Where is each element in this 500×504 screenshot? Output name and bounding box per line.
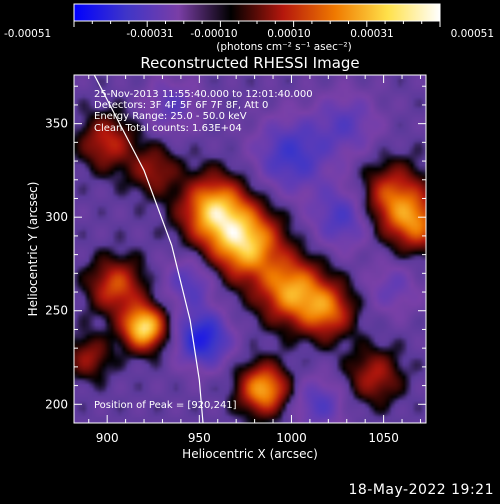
y-axis-label: Heliocentric Y (arcsec) [26, 182, 40, 317]
x-tick-label: 1000 [276, 431, 307, 445]
annotation-energy-range: Energy Range: 25.0 - 50.0 keV [94, 111, 247, 122]
annotation-detectors: Detectors: 3F 4F 5F 6F 7F 8F, Att 0 [94, 100, 268, 111]
colorbar-tick-label: -0.00031 [126, 28, 173, 40]
y-tick-label: 200 [45, 397, 68, 411]
x-tick-label: 900 [96, 431, 119, 445]
chart-title: Reconstructed RHESSI Image [140, 54, 359, 72]
x-tick-label: 1050 [368, 431, 399, 445]
x-tick-label: 950 [188, 431, 211, 445]
y-tick-label: 350 [45, 117, 68, 131]
plot-frame [73, 74, 427, 424]
colorbar-tick-label: 0.00031 [350, 28, 393, 40]
generation-date: 18-May-2022 19:21 [348, 482, 494, 498]
colorbar-tick-label: 0.00010 [267, 28, 310, 40]
colorbar-tick-label: -0.00051 [4, 28, 51, 40]
annotation-peak-position: Position of Peak = [920,241] [94, 400, 237, 411]
colorbar-tick-label: 0.00051 [451, 28, 494, 40]
colorbar: -0.00051 -0.00031 -0.00010 0.00010 0.000… [4, 3, 494, 53]
colorbar-ticks [73, 21, 441, 27]
heatmap-image [74, 75, 426, 423]
annotation-clean-counts: Clean Total counts: 1.63E+04 [94, 123, 242, 134]
colorbar-unit-label: (photons cm⁻² s⁻¹ asec⁻²) [216, 41, 351, 53]
annotation-time-range: 25-Nov-2013 11:55:40.000 to 12:01:40.000 [94, 89, 313, 100]
x-axis: 900 950 1000 1050 [88, 75, 421, 445]
y-tick-label: 250 [45, 304, 68, 318]
colorbar-tick-label: -0.00010 [190, 28, 237, 40]
solar-limb-curve [93, 75, 204, 423]
x-axis-label: Heliocentric X (arcsec) [182, 447, 318, 461]
colorbar-strip [73, 3, 441, 22]
y-axis: 200 250 300 350 [45, 85, 426, 424]
plot-annotations: 25-Nov-2013 11:55:40.000 to 12:01:40.000… [94, 89, 313, 411]
y-tick-label: 300 [45, 210, 68, 224]
